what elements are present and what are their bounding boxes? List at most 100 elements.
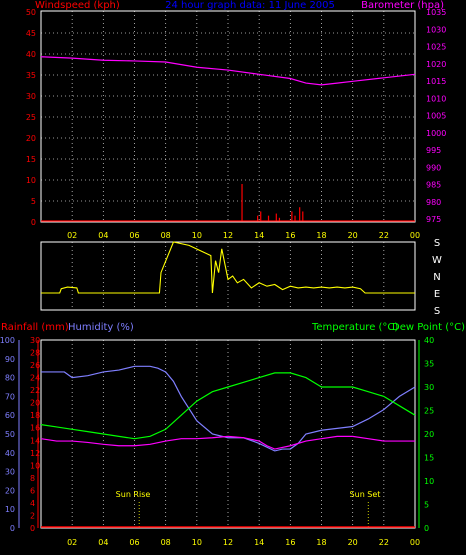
rainfall-axis-title: Rainfall (mm)	[1, 322, 69, 333]
barometer-tick-label: 990	[426, 163, 441, 172]
barometer-tick-label: 1010	[426, 94, 446, 103]
direction-tick-label: W	[432, 255, 442, 266]
humidity-tick-label: 70	[5, 392, 15, 401]
barometer-line	[40, 56, 416, 86]
rainfall-tick-label: 14	[30, 436, 40, 445]
temperature-tick-label: 20	[424, 430, 434, 439]
x-tick-label: 14	[254, 538, 264, 547]
rainfall-tick-label: 28	[30, 349, 40, 358]
rainfall-tick-label: 22	[30, 386, 40, 395]
x-tick-label: 18	[316, 231, 326, 240]
windspeed-tick-label: 20	[26, 134, 36, 143]
barometer-tick-label: 995	[426, 146, 441, 155]
dewpoint-line	[40, 435, 415, 450]
humidity-tick-label: 90	[5, 355, 15, 364]
direction-tick-label: S	[434, 306, 440, 317]
wind-direction-line	[41, 241, 415, 294]
x-tick-label: 06	[129, 231, 139, 240]
barometer-tick-label: 980	[426, 198, 441, 207]
rainfall-tick-label: 10	[30, 461, 40, 470]
temperature-axis-title: Temperature (°C)	[311, 322, 398, 333]
x-tick-label: 04	[98, 231, 108, 240]
humidity-tick-label: 20	[5, 486, 15, 495]
humidity-tick-label: 0	[10, 524, 15, 533]
barometer-tick-label: 975	[426, 215, 441, 224]
x-tick-label: 14	[254, 231, 264, 240]
x-tick-label: 12	[223, 231, 233, 240]
x-tick-label: 00	[410, 231, 420, 240]
temperature-line	[40, 372, 416, 440]
barometer-tick-label: 1020	[426, 60, 446, 69]
x-tick-label: 08	[161, 231, 171, 240]
rainfall-tick-label: 4	[30, 499, 35, 508]
temperature-tick-label: 30	[424, 383, 434, 392]
windspeed-tick-label: 30	[26, 92, 36, 101]
direction-tick-label: S	[434, 238, 440, 249]
humidity-tick-label: 60	[5, 411, 15, 420]
barometer-tick-label: 985	[426, 181, 441, 190]
windspeed-tick-label: 10	[26, 176, 36, 185]
rainfall-tick-label: 12	[30, 449, 40, 458]
x-tick-label: 22	[379, 538, 389, 547]
grid-lines	[41, 11, 415, 528]
humidity-tick-label: 50	[5, 430, 15, 439]
temperature-tick-label: 10	[424, 477, 434, 486]
rainfall-tick-label: 20	[30, 399, 40, 408]
x-tick-label: 10	[192, 538, 202, 547]
temperature-tick-label: 5	[424, 501, 429, 510]
barometer-tick-label: 1005	[426, 112, 446, 121]
rainfall-tick-label: 0	[30, 524, 35, 533]
barometer-tick-label: 1030	[426, 25, 446, 34]
humidity-line	[41, 365, 416, 452]
barometer-tick-label: 1025	[426, 43, 446, 52]
rainfall-tick-label: 26	[30, 361, 40, 370]
rainfall-tick-label: 8	[30, 474, 35, 483]
x-tick-label: 00	[410, 538, 420, 547]
rainfall-tick-label: 6	[30, 486, 35, 495]
humidity-tick-label: 100	[0, 336, 15, 345]
x-tick-label: 20	[348, 231, 358, 240]
rainfall-tick-label: 18	[30, 411, 40, 420]
x-tick-label: 20	[348, 538, 358, 547]
rainfall-tick-label: 30	[30, 336, 40, 345]
humidity-tick-label: 40	[5, 449, 15, 458]
humidity-tick-label: 10	[5, 505, 15, 514]
graph-title: 24 hour graph data: 11 June 2005	[165, 0, 335, 11]
x-tick-label: 08	[161, 538, 171, 547]
barometer-tick-label: 1035	[426, 8, 446, 17]
direction-tick-label: N	[433, 272, 440, 283]
temperature-tick-label: 15	[424, 454, 434, 463]
rainfall-tick-label: 2	[30, 511, 35, 520]
windspeed-tick-label: 35	[26, 71, 36, 80]
temperature-tick-label: 35	[424, 360, 434, 369]
rainfall-tick-label: 24	[30, 374, 40, 383]
x-tick-label: 10	[192, 231, 202, 240]
windspeed-tick-label: 45	[26, 29, 36, 38]
sunset-label: Sun Set	[350, 490, 381, 499]
x-tick-label: 18	[316, 538, 326, 547]
data-series	[40, 56, 416, 528]
temperature-tick-label: 0	[424, 524, 429, 533]
windspeed-tick-label: 5	[31, 197, 36, 206]
humidity-tick-label: 30	[5, 468, 15, 477]
x-tick-label: 06	[129, 538, 139, 547]
x-tick-label: 22	[379, 231, 389, 240]
x-tick-label: 04	[98, 538, 108, 547]
barometer-tick-label: 1015	[426, 77, 446, 86]
humidity-axis-title: Humidity (%)	[68, 322, 134, 333]
humidity-tick-label: 80	[5, 374, 15, 383]
x-tick-label: 02	[67, 538, 77, 547]
windspeed-tick-label: 25	[26, 113, 36, 122]
windspeed-tick-label: 0	[31, 218, 36, 227]
sunrise-label: Sun Rise	[116, 490, 151, 499]
barometer-tick-label: 1000	[426, 129, 446, 138]
dewpoint-axis-title: Dew Point (°C)	[392, 322, 465, 333]
temperature-tick-label: 40	[424, 336, 434, 345]
windspeed-tick-label: 40	[26, 50, 36, 59]
direction-tick-label: E	[434, 289, 440, 300]
temperature-tick-label: 25	[424, 407, 434, 416]
barometer-axis-title: Barometer (hpa)	[361, 0, 444, 11]
